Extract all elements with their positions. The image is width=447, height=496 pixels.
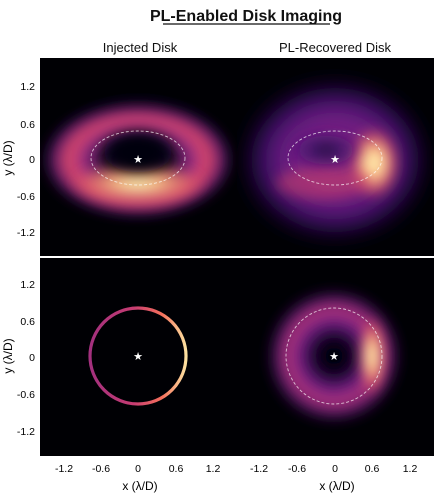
x-tick-label: 0: [332, 463, 338, 475]
figure-title: PL-Enabled Disk Imaging: [150, 8, 342, 25]
x-tick-label: -1.2: [250, 463, 268, 475]
y-tick-label: -1.2: [17, 426, 35, 438]
y-tick-label: 1.2: [20, 279, 35, 291]
x-tick-label: 1.2: [403, 463, 418, 475]
reference-circle-recovered: [285, 307, 383, 405]
x-tick-label: 0: [135, 463, 141, 475]
y-ticks-bottom: 1.2 0.6 0 -0.6 -1.2: [17, 279, 35, 438]
y-tick-label: 1.2: [20, 81, 35, 93]
y-tick-label: -0.6: [17, 389, 35, 401]
y-ticks-top: 1.2 0.6 0 -0.6 -1.2: [17, 81, 35, 239]
x-axis-label-right: x (λ/D): [319, 479, 354, 493]
y-tick-label: 0.6: [20, 119, 35, 131]
y-tick-label: -1.2: [17, 227, 35, 239]
reference-ellipse-recovered: [287, 130, 383, 186]
panel-recovered-disk: [237, 58, 434, 256]
x-tick-label: 0.6: [169, 463, 184, 475]
x-ticks-right: -1.2 -0.6 0 0.6 1.2: [250, 463, 417, 475]
y-tick-label: 0.6: [20, 316, 35, 328]
column-title-injected: Injected Disk: [103, 40, 178, 55]
x-tick-label: 1.2: [206, 463, 221, 475]
x-axis-label-left: x (λ/D): [122, 479, 157, 493]
panel-injected-disk: [40, 58, 237, 256]
y-axis-label-bottom: y (λ/D): [1, 338, 15, 373]
x-tick-label: -0.6: [92, 463, 110, 475]
x-ticks-left: -1.2 -0.6 0 0.6 1.2: [55, 463, 220, 475]
star-marker-injected-ring: ★: [133, 351, 143, 363]
star-marker-injected-disk: ★: [133, 154, 143, 166]
star-marker-recovered-disk: ★: [330, 154, 340, 166]
y-tick-label: 0: [29, 154, 35, 166]
y-tick-label: 0: [29, 352, 35, 364]
y-axis-label-top: y (λ/D): [1, 140, 15, 175]
panel-injected-ring: [40, 258, 237, 456]
x-tick-label: -1.2: [55, 463, 73, 475]
star-marker-recovered-ring: ★: [329, 351, 339, 363]
column-title-recovered: PL-Recovered Disk: [279, 40, 391, 55]
x-tick-label: -0.6: [288, 463, 306, 475]
x-tick-label: 0.6: [365, 463, 380, 475]
y-tick-label: -0.6: [17, 191, 35, 203]
reference-ellipse-injected: [90, 130, 186, 186]
